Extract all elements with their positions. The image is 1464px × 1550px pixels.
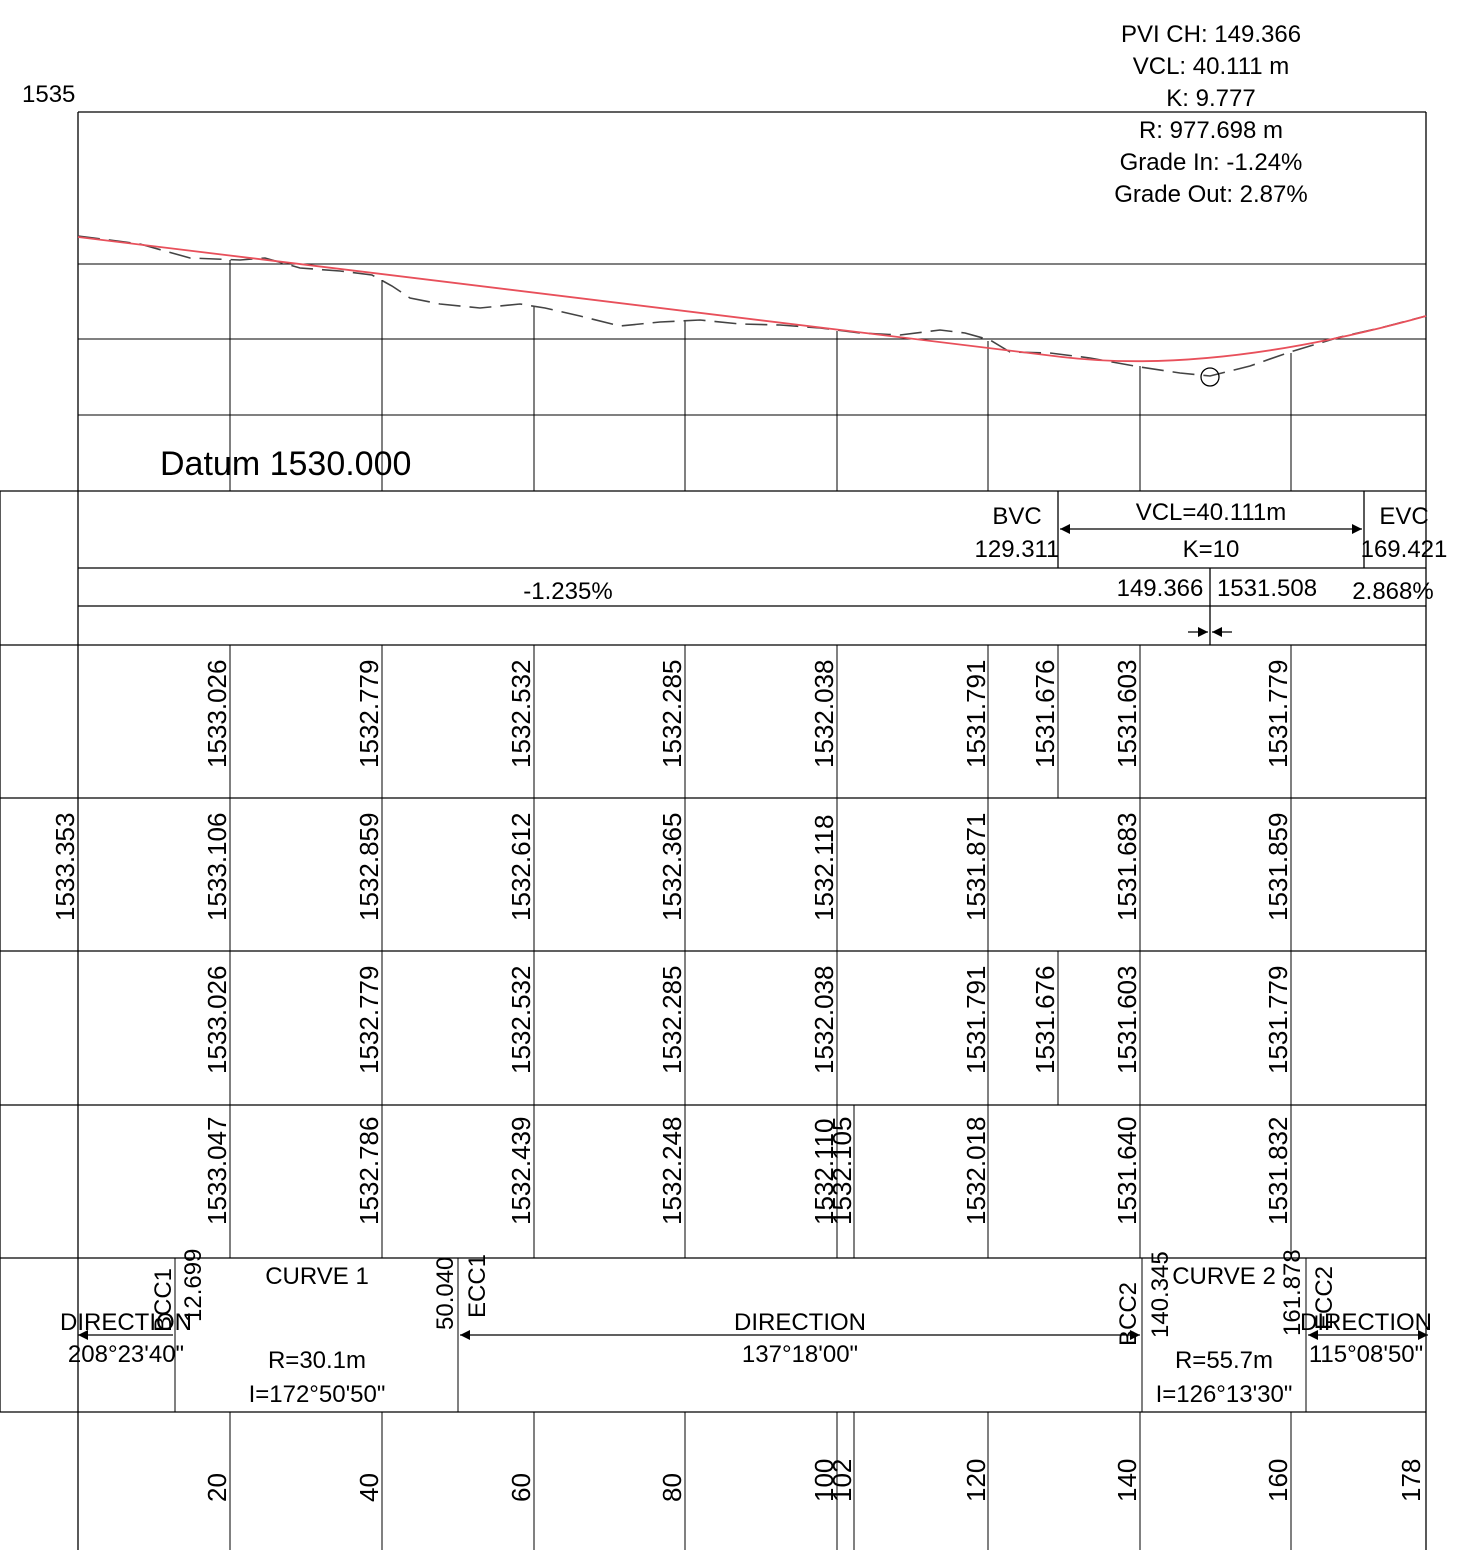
pvi-info: PVI CH: 149.366 VCL: 40.111 m K: 9.777 R… — [1114, 21, 1307, 208]
cell-value: 1532.859 — [354, 813, 384, 921]
chainage-label: 80 — [657, 1473, 687, 1502]
ecc2-label: ECC2 — [1311, 1266, 1338, 1330]
pvi-vcl-text: VCL: 40.111 m — [1133, 53, 1290, 80]
direction2-bearing: 137°18'00" — [742, 1341, 858, 1368]
curve2-label: CURVE 2 — [1172, 1263, 1276, 1290]
chainage-label: 102 — [827, 1459, 857, 1502]
cell-value: 1531.779 — [1263, 660, 1293, 768]
bcc1-label: BCC1 — [150, 1268, 177, 1332]
cell-value: 1531.791 — [961, 660, 991, 768]
cell-value: 1531.832 — [1263, 1117, 1293, 1225]
cell-value: 1531.683 — [1112, 813, 1142, 921]
pvi-chainage-text: PVI CH: 149.366 — [1121, 21, 1301, 48]
cell-value: 1532.118 — [809, 814, 839, 921]
ground-surface-line — [77, 235, 1427, 377]
vertical-curve-band: BVC 129.311 VCL=40.111m K=10 EVC 169.421 — [975, 491, 1448, 568]
band-station-lines — [229, 645, 1292, 1258]
pvi-marker-icon — [1200, 367, 1220, 387]
horizontal-alignment-band: DIRECTION 208°23'40" BCC1 12.699 CURVE 1… — [60, 1249, 1432, 1412]
cell-value: 1531.779 — [1263, 966, 1293, 1074]
cell-value: 1531.676 — [1030, 966, 1060, 1074]
curve1-radius: R=30.1m — [268, 1347, 366, 1374]
cell-value: 1531.676 — [1030, 660, 1060, 768]
bcc1-chainage: 12.699 — [180, 1249, 207, 1322]
row-ground-levels: 1533.047 1532.786 1532.439 1532.248 1532… — [202, 1117, 1293, 1225]
band-frame — [0, 490, 1426, 1413]
cell-value: 1532.779 — [354, 660, 384, 768]
pvi-k-text: K: 9.777 — [1166, 85, 1255, 112]
cell-value: 1532.038 — [809, 660, 839, 768]
cell-value: 1532.285 — [657, 966, 687, 1074]
evc-label: EVC — [1379, 503, 1428, 530]
row-three-levels: 1533.026 1532.779 1532.532 1532.285 1532… — [202, 966, 1293, 1074]
chainage-label: 60 — [506, 1473, 536, 1502]
grade-band: -1.235% 149.366 1531.508 2.868% — [523, 568, 1434, 645]
cell-value: 1531.791 — [961, 966, 991, 1074]
cell-value: 1532.532 — [506, 966, 536, 1074]
direction1-bearing: 208°23'40" — [68, 1341, 184, 1368]
cell-value: 1531.859 — [1263, 813, 1293, 921]
row-two-levels: 1533.353 1533.106 1532.859 1532.612 1532… — [50, 813, 1293, 921]
cell-value: 1532.786 — [354, 1117, 384, 1225]
row-design-levels: 1533.026 1532.779 1532.532 1532.285 1532… — [202, 660, 1293, 768]
cell-value: 1532.285 — [657, 660, 687, 768]
datum-label: Datum 1530.000 — [160, 445, 411, 483]
design-grade-line — [77, 236, 1427, 363]
cell-value: 1532.779 — [354, 966, 384, 1074]
cell-value: 1533.106 — [202, 813, 232, 921]
pvi-chainage-label: 149.366 — [1117, 575, 1204, 602]
evc-chainage: 169.421 — [1361, 536, 1448, 563]
bvc-chainage: 129.311 — [975, 536, 1060, 563]
cell-value: 1533.047 — [202, 1117, 232, 1225]
cell-value: 1532.612 — [506, 813, 536, 921]
top-level-label: 1535 — [22, 81, 75, 108]
chainage-label: 160 — [1263, 1459, 1293, 1502]
cell-value: 1531.603 — [1112, 966, 1142, 1074]
curve1-label: CURVE 1 — [265, 1263, 369, 1290]
ecc1-chainage: 50.040 — [432, 1257, 459, 1330]
curve2-radius: R=55.7m — [1175, 1347, 1273, 1374]
curve2-angle: I=126°13'30" — [1156, 1381, 1293, 1408]
cell-value: 1531.871 — [961, 813, 991, 921]
cell-value: 1533.026 — [202, 966, 232, 1074]
curve1-angle: I=172°50'50" — [249, 1381, 386, 1408]
direction3-bearing: 115°08'50" — [1309, 1341, 1423, 1368]
chainage-label: 20 — [202, 1473, 232, 1502]
direction2-label: DIRECTION — [734, 1309, 866, 1336]
cell-value: 1532.365 — [657, 813, 687, 921]
chainage-label: 40 — [354, 1473, 384, 1502]
station-lines-profile — [229, 260, 1292, 491]
cell-value: 1532.105 — [827, 1117, 857, 1225]
chainage-label: 178 — [1396, 1459, 1426, 1502]
pvi-grade-in-text: Grade In: -1.24% — [1120, 149, 1303, 176]
bcc2-label: BCC2 — [1115, 1282, 1142, 1346]
k-label: K=10 — [1183, 536, 1240, 563]
grade-out-label: 2.868% — [1352, 578, 1433, 605]
ecc2-chainage: 161.878 — [1279, 1249, 1306, 1336]
vcl-label: VCL=40.111m — [1136, 499, 1287, 526]
cell-value: 1532.532 — [506, 660, 536, 768]
cell-value: 1532.110 — [809, 1118, 839, 1225]
cell-value: 1532.248 — [657, 1117, 687, 1225]
ecc1-label: ECC1 — [464, 1254, 491, 1318]
grade-in-label: -1.235% — [523, 578, 612, 605]
bvc-label: BVC — [992, 503, 1041, 530]
chainage-label: 120 — [961, 1459, 991, 1502]
cell-value: 1532.439 — [506, 1117, 536, 1225]
cell-value: 1533.026 — [202, 660, 232, 768]
cell-value: 1532.038 — [809, 966, 839, 1074]
chainage-row: 20 40 60 80 100 102 120 140 160 178 — [202, 1412, 1426, 1550]
pvi-level-label: 1531.508 — [1217, 575, 1317, 602]
row2-start-value: 1533.353 — [50, 813, 80, 921]
cell-value: 1531.640 — [1112, 1117, 1142, 1225]
chainage-label: 100 — [809, 1459, 839, 1502]
pvi-radius-text: R: 977.698 m — [1139, 117, 1283, 144]
cell-value: 1532.018 — [961, 1117, 991, 1225]
cell-value: 1531.603 — [1112, 660, 1142, 768]
direction3-label: DIRECTION — [1300, 1309, 1432, 1336]
chainage-label: 140 — [1112, 1459, 1142, 1502]
pvi-grade-out-text: Grade Out: 2.87% — [1114, 181, 1307, 208]
bcc2-chainage: 140.345 — [1147, 1251, 1174, 1338]
